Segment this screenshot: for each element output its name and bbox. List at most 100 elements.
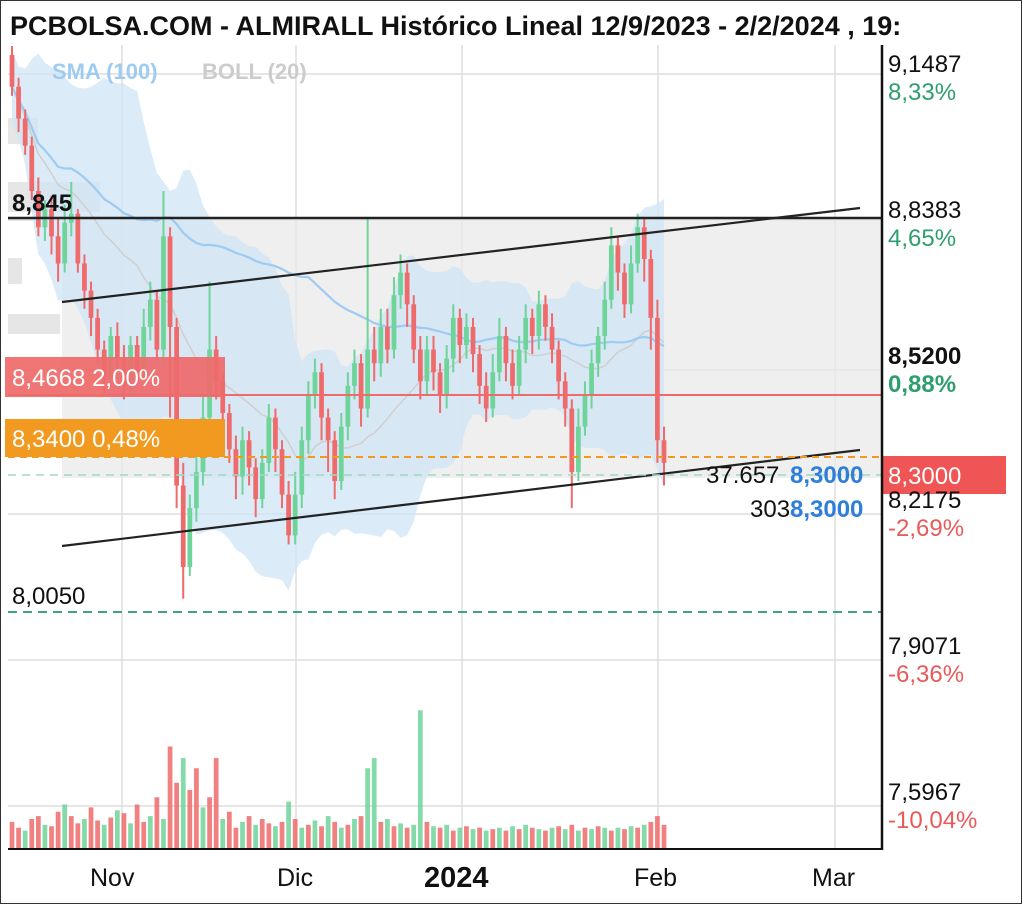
volume-bar [431,826,436,848]
y-tick-value: 8,8383 [888,197,961,224]
candle [253,458,259,518]
volume-bar [180,758,186,848]
x-tick-2024: 2024 [424,862,489,894]
volume-bar [42,824,48,848]
candle [246,431,252,486]
left-resistance-label: 8,845 [12,190,72,217]
volume-bar [641,824,647,848]
volume-bar [365,768,371,848]
y-tick-percent: -10,04% [888,807,977,834]
volume-bar [161,819,166,848]
y-tick-value: 7,5967 [888,779,961,806]
candle [332,431,338,500]
candle [576,408,581,481]
volume-bar [661,824,667,848]
volume-bar [450,830,456,848]
candle [16,77,21,133]
y-tick-value: 9,1487 [888,51,961,78]
volume-bar [246,816,252,848]
candle [226,403,232,463]
volume-bar [233,827,239,848]
volume-bar [543,830,548,848]
volume-bar [134,804,140,848]
volume-bar [615,827,621,848]
volume-bar [391,826,397,848]
volume-bar [398,823,403,848]
candle [352,349,357,400]
volume-bar [154,797,160,848]
candle [62,204,68,273]
volume-bar [576,830,581,848]
candle [325,408,331,472]
candle [569,399,575,509]
volume-bar [385,819,390,848]
volume-bar [128,823,133,848]
x-tick-mar: Mar [812,864,855,892]
candle [154,290,160,359]
candle [233,435,239,500]
volume-bar [68,816,74,848]
candle [641,218,647,282]
volume-bar [95,820,100,848]
candle [431,335,436,391]
volume-bar [259,819,265,848]
volume-bar [29,819,35,848]
volume-bar [312,820,318,848]
volume-bar [101,824,107,848]
legend-sma: SMA (100) [52,59,158,84]
candle [279,440,285,509]
volume-bar [174,782,180,848]
candle [378,308,384,377]
volume-bar [582,827,588,848]
candle [266,403,272,472]
candle [543,295,548,341]
volume-bar [9,821,15,848]
orange-level-tag [5,419,225,457]
volume-bar [207,797,212,848]
volume-bar [510,826,515,848]
candle [371,326,377,382]
volume-bar [147,816,153,848]
volume-bar [319,826,324,848]
volume-bar [477,827,482,848]
candle [457,308,463,364]
candle [391,277,397,359]
volume-bar [516,829,522,848]
lower-trendline [61,448,861,548]
volume-bar [253,824,259,848]
volume-bar [16,827,21,848]
volume-bar [279,821,285,848]
volume-bar [628,826,634,848]
candle [338,413,344,491]
y-tick-percent: 8,33% [888,79,956,106]
shares-value: 8,3000 [790,496,863,523]
candle [299,426,305,509]
candle [417,335,423,400]
sma-line [11,86,665,348]
volume-bar [569,824,575,848]
volume-bar [305,824,311,848]
shares-label: 303 [750,496,790,523]
last-price-tag [882,456,1006,494]
volume-bar [299,827,305,848]
candle [496,317,502,382]
volume-bar [622,829,627,848]
candles [9,46,667,599]
volume-bar [371,758,377,848]
volume-bar [648,821,654,848]
x-tick-nov: Nov [90,864,135,892]
volume-bar [411,824,417,848]
candle [194,453,199,522]
candle [608,227,614,309]
candle [358,354,364,427]
volume-bar [608,830,614,848]
volume-bar [602,827,608,848]
volume-bar [141,821,147,848]
green-level-text: 8,0050 [12,583,85,610]
candle [29,136,35,201]
volume-bar [464,826,469,848]
candle [655,299,660,463]
volume-bar [424,821,430,848]
candle [490,354,496,418]
candle [187,494,193,577]
